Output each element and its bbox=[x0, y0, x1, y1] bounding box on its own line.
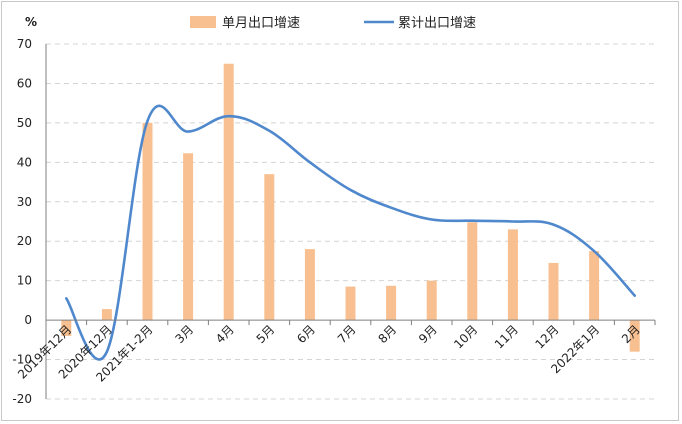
y-tick-label: 40 bbox=[17, 155, 32, 169]
bar-mark bbox=[264, 174, 275, 321]
legend-bar-swatch bbox=[190, 16, 216, 28]
y-tick-label: -20 bbox=[12, 392, 32, 406]
x-tick-label: 12月 bbox=[532, 322, 561, 351]
x-tick-label: 8月 bbox=[375, 322, 399, 346]
y-tick-label: 20 bbox=[17, 234, 32, 248]
x-tick-label: 11月 bbox=[492, 322, 521, 351]
bar-mark bbox=[61, 320, 72, 336]
y-tick-label: 0 bbox=[24, 313, 32, 327]
x-tick-label: 6月 bbox=[294, 322, 318, 346]
line-mark bbox=[65, 104, 636, 361]
bar-mark bbox=[142, 122, 153, 321]
x-tick-label: 3月 bbox=[172, 322, 196, 346]
legend: 单月出口增速 累计出口增速 bbox=[190, 16, 476, 31]
legend-bar-label: 单月出口增速 bbox=[222, 16, 300, 31]
y-tick-label: 60 bbox=[17, 76, 32, 90]
x-tick-label: 9月 bbox=[416, 322, 440, 346]
bar-mark bbox=[548, 262, 559, 321]
y-tick-label: 30 bbox=[17, 195, 32, 209]
bar-mark bbox=[183, 153, 194, 321]
bar-mark bbox=[467, 222, 478, 321]
line-series bbox=[65, 104, 636, 361]
y-tick-label: 10 bbox=[17, 274, 32, 288]
bar-mark bbox=[304, 249, 315, 321]
x-tick-label: 7月 bbox=[335, 322, 359, 346]
y-tick-label: -10 bbox=[12, 353, 32, 367]
bar-mark bbox=[426, 280, 437, 321]
bar-mark bbox=[507, 229, 518, 321]
bar-mark bbox=[345, 286, 356, 321]
bar-mark bbox=[223, 63, 234, 321]
y-tick-label: 70 bbox=[17, 37, 32, 51]
x-tick-label: 4月 bbox=[213, 322, 237, 346]
bar-mark bbox=[101, 309, 112, 321]
axes bbox=[45, 44, 656, 399]
legend-line-label: 累计出口增速 bbox=[398, 16, 476, 31]
bar-mark bbox=[386, 285, 397, 321]
x-tick-label: 5月 bbox=[254, 322, 278, 346]
y-axis-ticks: -20 -10 0 10 20 30 40 50 60 70 bbox=[12, 37, 32, 406]
y-tick-label: 50 bbox=[17, 116, 32, 130]
y-axis-unit: % bbox=[25, 15, 37, 29]
bar-series bbox=[61, 63, 640, 352]
bar-mark bbox=[589, 251, 600, 321]
bar-mark bbox=[629, 320, 640, 352]
x-tick-label: 10月 bbox=[451, 322, 480, 351]
